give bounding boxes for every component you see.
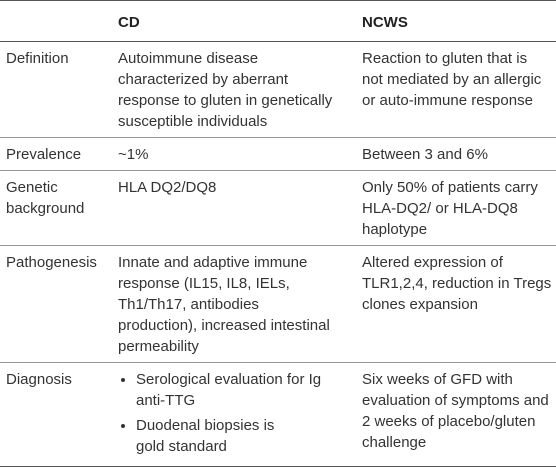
table-cell: ~1%: [112, 138, 356, 171]
text-line: Genetic: [6, 179, 58, 196]
text-line: Pathogenesis: [6, 254, 97, 271]
row-label: Genetic background: [0, 171, 112, 246]
row-label: Definition: [0, 42, 112, 138]
table-cell: Serological evaluation for Ig anti-TTG Duo…: [112, 363, 356, 467]
table-row: Definition Autoimmune disease characterize…: [0, 42, 556, 138]
text-line: Definition: [6, 50, 69, 67]
text-line: 2 weeks of placebo/gluten: [362, 413, 536, 430]
text-line: HLA DQ2/DQ8: [118, 179, 217, 196]
bullet-item: Duodenal biopsies is gold standard: [136, 415, 356, 457]
text-line: characterized by aberrant: [118, 71, 289, 88]
text-line: clones expansion: [362, 296, 478, 313]
text-line: haplotype: [362, 221, 428, 238]
row-label: Pathogenesis: [0, 246, 112, 363]
text-line: not mediated by an allergic: [362, 71, 542, 88]
text-line: Innate and adaptive immune: [118, 254, 308, 271]
table-cell: Only 50% of patients carry HLA-DQ2/ or HL…: [356, 171, 556, 246]
table-cell: Between 3 and 6%: [356, 138, 556, 171]
text-line: gold standard: [136, 438, 227, 455]
text-line: evaluation of symptoms and: [362, 392, 549, 409]
text-line: Six weeks of GFD with: [362, 371, 513, 388]
text-line: susceptible individuals: [118, 113, 268, 130]
table-cell: Reaction to gluten that is not mediated b…: [356, 42, 556, 138]
table-row: Diagnosis Serological evaluation for Ig an…: [0, 363, 556, 467]
text-line: Prevalence: [6, 146, 82, 163]
text-line: Duodenal biopsies is: [136, 417, 275, 434]
text-line: response (IL15, IL8, IELs,: [118, 275, 290, 292]
text-line: Between 3 and 6%: [362, 146, 488, 163]
table-cell: Six weeks of GFD with evaluation of sympt…: [356, 363, 556, 467]
text-line: anti-TTG: [136, 392, 196, 409]
text-line: background: [6, 200, 85, 217]
table-row: Prevalence ~1% Between 3 and 6%: [0, 138, 556, 171]
text-line: challenge: [362, 434, 427, 451]
text-line: Diagnosis: [6, 371, 72, 388]
text-line: permeability: [118, 338, 199, 355]
bullet-item: Serological evaluation for Ig anti-TTG: [136, 369, 356, 411]
row-label: Diagnosis: [0, 363, 112, 467]
header-cell: NCWS: [362, 14, 408, 31]
bullet-list: Serological evaluation for Ig anti-TTG Duo…: [118, 369, 356, 457]
table-cell: Autoimmune disease characterized by aberr…: [112, 42, 356, 138]
header-blank: [0, 1, 112, 42]
text-line: Altered expression of: [362, 254, 503, 271]
text-line: Only 50% of patients carry: [362, 179, 538, 196]
table-cell: HLA DQ2/DQ8: [112, 171, 356, 246]
text-line: or auto-immune response: [362, 92, 533, 109]
text-line: Autoimmune disease: [118, 50, 259, 67]
text-line: HLA-DQ2/ or HLA-DQ8: [362, 200, 518, 217]
table-cell: Innate and adaptive immune response (IL15…: [112, 246, 356, 363]
text-line: ~1%: [118, 146, 149, 163]
table-body: Definition Autoimmune disease characterize…: [0, 42, 556, 467]
table-row: Genetic background HLA DQ2/DQ8 Only 50% of …: [0, 171, 556, 246]
text-line: production), increased intestinal: [118, 317, 330, 334]
row-label: Prevalence: [0, 138, 112, 171]
text-line: TLR1,2,4, reduction in Tregs: [362, 275, 552, 292]
header-row: CD NCWS: [0, 0, 556, 42]
text-line: response to gluten in genetically: [118, 92, 333, 109]
text-line: Serological evaluation for Ig: [136, 371, 322, 388]
table-cell: Altered expression of TLR1,2,4, reduction…: [356, 246, 556, 363]
table-row: Pathogenesis Innate and adaptive immune re…: [0, 246, 556, 363]
text-line: Reaction to gluten that is: [362, 50, 528, 67]
text-line: Th1/Th17, antibodies: [118, 296, 259, 313]
page: CD NCWS Definition Autoimmune disease char…: [0, 0, 556, 452]
header-cell: CD: [118, 14, 140, 31]
